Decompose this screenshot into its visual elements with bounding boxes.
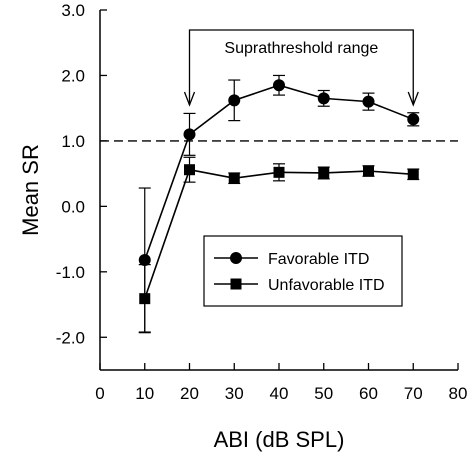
- annotation-bracket: [188, 29, 414, 105]
- x-tick-label: 70: [404, 384, 423, 403]
- data-point-favorable-itd: [183, 128, 196, 141]
- axes: [99, 10, 458, 371]
- data-point-unfavorable-itd: [139, 293, 151, 305]
- data-point-favorable-itd: [228, 94, 241, 107]
- data-point-unfavorable-itd: [363, 165, 374, 177]
- annotation-arrow-left: [183, 91, 196, 107]
- data-point-unfavorable-itd: [407, 168, 419, 180]
- y-tick-label: -1.0: [56, 263, 85, 282]
- data-point-unfavorable-itd: [273, 166, 285, 178]
- y-tick-label: 3.0: [61, 1, 85, 20]
- x-tick-label: 30: [225, 384, 244, 403]
- x-tick-label: 40: [270, 384, 289, 403]
- legend-marker-circle: [230, 252, 242, 264]
- data-point-favorable-itd: [138, 254, 151, 267]
- y-tick-label: 2.0: [61, 66, 85, 85]
- legend-label-unfavorable-itd: Unfavorable ITD: [268, 277, 385, 294]
- y-axis-title: Mean SR: [18, 144, 43, 236]
- series-layer: [138, 74, 420, 334]
- annotation-layer: Suprathreshold range: [183, 29, 419, 107]
- x-tick-label: 10: [135, 384, 154, 403]
- data-point-favorable-itd: [317, 92, 330, 105]
- y-tick-label: 0.0: [61, 197, 85, 216]
- annotation-text: Suprathreshold range: [224, 40, 378, 57]
- data-point-favorable-itd: [362, 95, 375, 108]
- data-point-unfavorable-itd: [318, 167, 330, 179]
- x-axis-title: ABI (dB SPL): [214, 427, 345, 452]
- x-tick-label: 80: [449, 384, 468, 403]
- legend-label-favorable-itd: Favorable ITD: [268, 251, 369, 268]
- x-tick-label: 50: [314, 384, 333, 403]
- legend: Favorable ITD Unfavorable ITD: [203, 235, 403, 307]
- x-tick-label: 60: [359, 384, 378, 403]
- x-tick-label: 20: [180, 384, 199, 403]
- annotation-arrow-right: [407, 91, 419, 107]
- data-point-unfavorable-itd: [228, 172, 240, 184]
- plot-area: 0 10 20 30 40 50 60 70 80 3.0 2.0 1.0 0.0 -1.0 -2.0 Su…: [56, 1, 468, 403]
- legend-box: [203, 235, 403, 307]
- legend-marker-square: [230, 278, 242, 290]
- y-tick-label: -2.0: [56, 328, 85, 347]
- x-tick-label: 0: [95, 384, 104, 403]
- y-tick-label: 1.0: [61, 132, 85, 151]
- ticks: 0 10 20 30 40 50 60 70 80 3.0 2.0 1.0 0.0 -1.0 -2.0: [56, 1, 468, 403]
- data-point-favorable-itd: [273, 79, 285, 92]
- data-point-unfavorable-itd: [184, 164, 195, 176]
- data-point-favorable-itd: [407, 113, 420, 126]
